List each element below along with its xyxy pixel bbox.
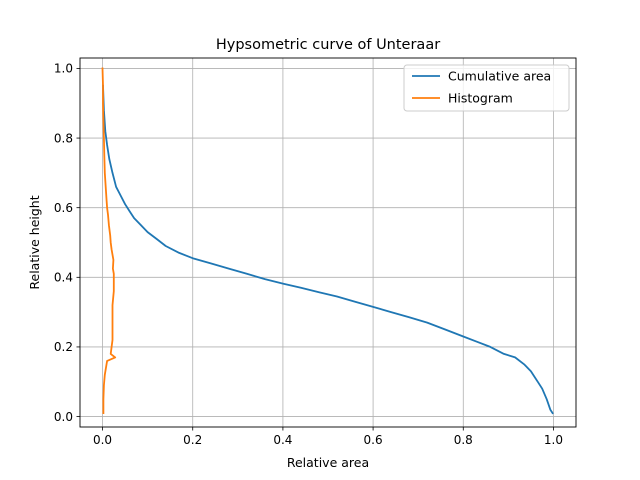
legend-box xyxy=(403,64,570,112)
x-tick-label: 0.2 xyxy=(183,433,202,447)
y-axis-label: Relative height xyxy=(27,195,42,289)
legend: Cumulative area Histogram xyxy=(403,64,570,112)
y-tick-label: 0.4 xyxy=(54,271,73,285)
x-tick-label: 1.0 xyxy=(544,433,563,447)
axis-ticks: 0.0 0.2 0.4 0.6 0.8 1.0 0.0 0.2 0.4 0.6 0.8 1.0 xyxy=(54,62,563,447)
y-tick-label: 0.0 xyxy=(54,410,73,424)
legend-label-histogram: Histogram xyxy=(448,91,513,106)
y-tick-label: 0.2 xyxy=(54,340,73,354)
y-tick-label: 0.6 xyxy=(54,201,73,215)
x-tick-label: 0.0 xyxy=(93,433,112,447)
series-line-histogram xyxy=(101,67,117,415)
axes-frame xyxy=(79,57,577,428)
y-tick-label: 1.0 xyxy=(54,62,73,76)
x-tick-label: 0.4 xyxy=(273,433,292,447)
y-tick-label: 0.8 xyxy=(54,131,73,145)
x-tick-label: 0.8 xyxy=(454,433,473,447)
x-tick-label: 0.6 xyxy=(364,433,383,447)
legend-label-cumulative-area: Cumulative area xyxy=(448,69,551,84)
plot-lines xyxy=(101,67,554,415)
series-line-cumulative-area xyxy=(102,84,554,415)
grid xyxy=(80,58,576,427)
x-axis-label: Relative area xyxy=(287,455,369,470)
chart-title: Hypsometric curve of Unteraar xyxy=(216,37,440,53)
